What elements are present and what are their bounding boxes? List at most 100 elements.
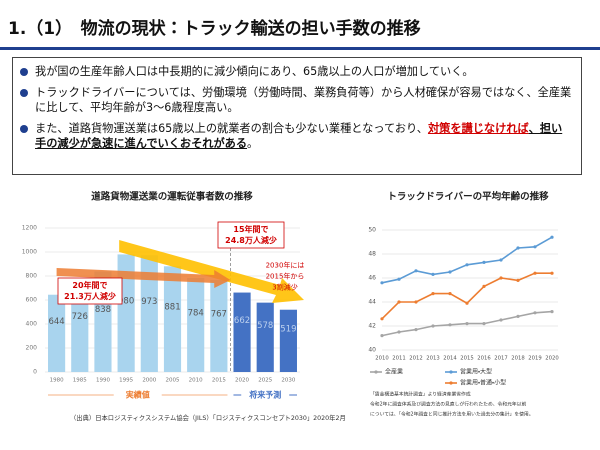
point [550,310,554,314]
bar [187,277,205,372]
source: （出典）日本ロジスティクスシステム協会（JILS）「ロジスティクスコンセプト20… [70,413,346,422]
y-tick-label: 50 [368,227,376,234]
point [380,317,384,321]
legend-marker [449,370,453,374]
note: 「賃金構造基本統計調査」より経済産業省作成 [370,391,471,398]
range-label-bg [113,389,162,401]
x-tick-label: 2019 [528,356,541,362]
y-tick-label: 600 [26,297,38,304]
point [516,246,520,250]
x-tick-label: 2014 [443,356,457,362]
point [482,284,486,288]
point [550,235,554,239]
value-label: 881 [164,303,180,313]
point [550,271,554,275]
annotation: 15年間で [233,224,268,234]
annotation: 20年間で [72,280,107,290]
annotation: 24.8万人減少 [225,235,277,245]
bar [140,255,158,372]
bullet: 我が国の生産年齢人口は中長期的に減少傾向にあり、65歳以上の人口が増加していく。 [20,64,573,80]
x-tick-label: 2016 [477,356,491,362]
bar [210,279,228,372]
annotation: 21.3万人減少 [64,291,116,301]
bullet-text: トラックドライバーについては、労働環境（労働時間、業務負荷等）から人材確保が容易… [35,85,572,115]
bar [256,302,274,372]
annotation: 2015年から [266,272,305,281]
x-tick-label: 1995 [119,378,133,384]
bullet-text: 我が国の生産年齢人口は中長期的に減少傾向にあり、65歳以上の人口が増加していく。 [35,65,474,78]
x-tick-label: 2020 [235,378,249,384]
annotation-box [57,277,123,305]
point [431,272,435,276]
point [448,292,452,296]
range-label-bg [241,389,290,401]
value-label: 662 [234,316,250,326]
value-label: 980 [118,297,134,307]
x-tick-label: 2017 [494,356,507,362]
point [533,311,537,315]
point [414,269,418,273]
point [448,270,452,274]
x-tick-label: 2000 [142,378,156,384]
x-tick-label: 2010 [189,378,203,384]
value-label: 578 [257,321,273,331]
title-rule [0,47,600,50]
value-label: 644 [48,317,64,327]
y-tick-label: 48 [368,251,376,258]
x-tick-label: 2015 [212,378,226,384]
legend-marker [449,381,453,385]
value-label: 838 [95,305,111,315]
x-tick-label: 2015 [460,356,473,362]
value-label: 726 [72,312,88,322]
y-tick-label: 1200 [22,225,37,232]
bullet: また、道路貨物運送業は65歳以上の就業者の割合も少ない業種となっており、対策を講… [20,121,573,152]
bar [71,284,89,372]
bullet-text: 対策を講じなければ [427,121,529,135]
bullet-text: 、担い手の減少が急速に進んでいくおそれがある [35,121,563,151]
point [499,258,503,262]
point [414,328,418,332]
x-tick-label: 2020 [545,356,559,362]
point [499,276,503,280]
point [397,330,401,334]
bullet: トラックドライバーについては、労働環境（労働時間、業務負荷等）から人材確保が容易… [20,85,573,116]
bar [163,266,182,372]
legend-label: 営業用・大型 [460,368,492,376]
x-tick-label: 1990 [96,378,110,384]
x-tick-label: 2013 [426,356,439,362]
value-label: 784 [188,308,204,318]
point [482,322,486,326]
annotation-box [217,221,285,249]
y-tick-label: 42 [368,323,376,330]
annotation: 2030年には [266,261,305,270]
y-tick-label: 0 [33,369,37,376]
x-tick-label: 2005 [166,378,180,384]
series-line [381,272,552,320]
slide-title: 1.（1） 物流の現状：トラック輸送の担い手数の推移 [8,19,421,39]
y-tick-label: 400 [26,321,38,328]
legend-label: 実績値 [126,390,150,400]
point [516,278,520,282]
bullet-text: 。 [247,137,259,150]
point [397,277,401,281]
point [465,322,469,326]
point [465,263,469,267]
point [448,323,452,327]
x-tick-label: 2030 [281,378,295,384]
legend-label: 全産業 [385,368,403,376]
point [380,334,384,338]
note: 令和2年に調査体系及び調査方法の見直しが行われたため、令和元年以前 [370,401,527,408]
y-tick-label: 44 [368,299,376,306]
point [380,281,384,285]
chart-title: トラックドライバーの平均年齢の推移 [387,191,549,203]
x-tick-label: 2010 [375,356,389,362]
x-tick-label: 1985 [73,378,87,384]
y-tick-label: 200 [26,345,38,352]
point [414,300,418,304]
x-tick-label: 2011 [392,356,405,362]
bullet-box: 我が国の生産年齢人口は中長期的に減少傾向にあり、65歳以上の人口が増加していく。… [12,57,582,175]
x-tick-label: 2018 [511,356,525,362]
bar [48,294,66,372]
